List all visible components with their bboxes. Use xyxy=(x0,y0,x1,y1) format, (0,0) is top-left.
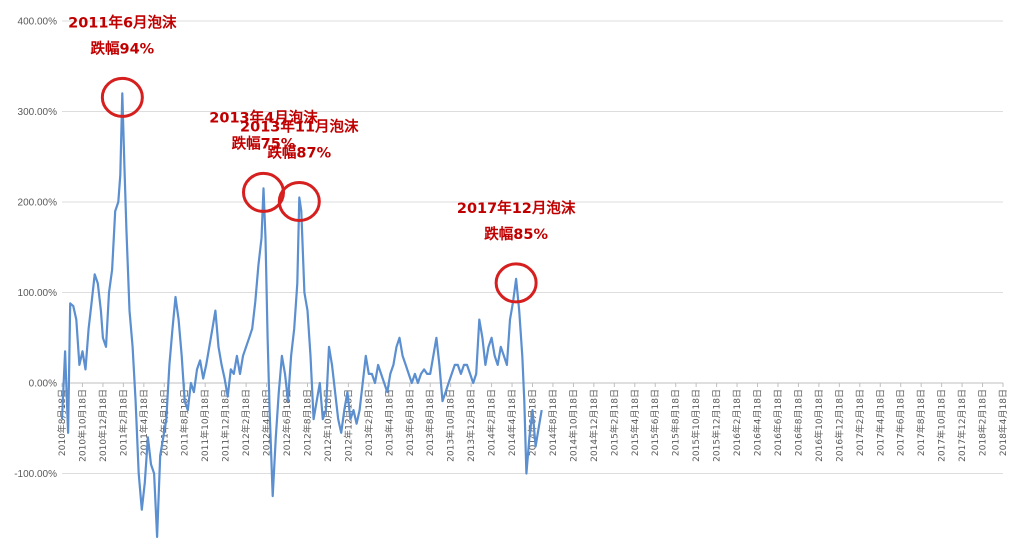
x-tick-label: 2013年8月18日 xyxy=(424,389,436,456)
x-tick-label: 2013年4月18日 xyxy=(383,389,395,456)
y-tick-label: 300.00% xyxy=(18,107,58,118)
x-tick-label: 2012年8月18日 xyxy=(301,389,313,456)
x-tick-label: 2014年10月18日 xyxy=(567,389,579,462)
x-tick-label: 2017年6月18日 xyxy=(895,389,907,456)
x-tick-label: 2010年12月18日 xyxy=(97,389,109,462)
x-tick-label: 2015年8月18日 xyxy=(670,389,682,456)
x-tick-label: 2017年2月18日 xyxy=(854,389,866,456)
series-line xyxy=(60,92,543,538)
y-tick-label: 200.00% xyxy=(18,198,58,209)
x-tick-label: 2015年10月18日 xyxy=(690,389,702,462)
x-tick-label: 2012年10月18日 xyxy=(322,389,334,462)
x-tick-label: 2014年8月18日 xyxy=(547,389,559,456)
y-tick-label: 100.00% xyxy=(18,288,58,299)
x-tick-label: 2017年12月18日 xyxy=(956,389,968,462)
peak-circle xyxy=(241,171,285,213)
x-tick-label: 2016年8月18日 xyxy=(792,389,804,456)
x-tick-label: 2010年10月18日 xyxy=(76,389,88,462)
x-tick-label: 2013年6月18日 xyxy=(404,389,416,456)
x-tick-label: 2013年10月18日 xyxy=(445,389,457,462)
peak-annotation-text: 2011年6月泡沫 xyxy=(68,13,177,31)
peak-annotation-text: 跌幅94% xyxy=(90,39,154,57)
y-tick-label: -100.00% xyxy=(14,469,57,480)
x-tick-label: 2017年8月18日 xyxy=(915,389,927,456)
x-tick-label: 2014年4月18日 xyxy=(506,389,518,456)
peak-annotation-text: 跌幅87% xyxy=(267,143,331,161)
peak-annotation-text: 跌幅85% xyxy=(484,225,548,243)
peak-annotation-text: 2013年4月泡沫 xyxy=(209,108,318,126)
y-axis: -100.00% 0.00% 100.00% 200.00% 300.00% 400.00… xyxy=(14,17,57,481)
x-tick-label: 2016年6月18日 xyxy=(772,389,784,456)
x-tick-label: 2017年4月18日 xyxy=(874,389,886,456)
x-tick-label: 2011年10月18日 xyxy=(199,389,211,462)
x-tick-label: 2016年2月18日 xyxy=(731,389,743,456)
x-tick-label: 2016年10月18日 xyxy=(813,389,825,462)
x-tick-label: 2015年4月18日 xyxy=(629,389,641,456)
x-tick-label: 2017年10月18日 xyxy=(936,389,948,462)
y-tick-label: 400.00% xyxy=(18,17,58,28)
peak-annotation-text: 2013年11月泡沫 xyxy=(240,117,359,135)
x-tick-label: 2011年2月18日 xyxy=(117,389,129,456)
x-tick-label: 2018年4月18日 xyxy=(997,389,1009,456)
x-tick-label: 2013年12月18日 xyxy=(465,389,477,462)
x-tick-label: 2016年12月18日 xyxy=(833,389,845,462)
x-tick-label: 2012年6月18日 xyxy=(281,389,293,456)
x-tick-label: 2015年6月18日 xyxy=(649,389,661,456)
x-tick-label: 2018年2月18日 xyxy=(977,389,989,456)
x-tick-label: 2012年2月18日 xyxy=(240,389,252,456)
peak-circle xyxy=(494,262,538,304)
x-tick-label: 2014年2月18日 xyxy=(486,389,498,456)
x-tick-label: 2014年12月18日 xyxy=(588,389,600,462)
x-tick-label: 2015年2月18日 xyxy=(608,389,620,456)
x-axis: 2010年8月18日 2010年10月18日 2010年12月18日 2011年2月1… xyxy=(56,383,1009,462)
peak-circle xyxy=(277,180,321,222)
annotations: 2011年6月泡沫跌幅94%2013年4月泡沫跌幅75%2013年11月泡沫跌幅… xyxy=(68,13,576,304)
peak-circle xyxy=(100,76,144,118)
peak-annotation-text: 2017年12月泡沫 xyxy=(457,199,576,217)
x-tick-label: 2010年8月18日 xyxy=(56,389,68,456)
peak-annotation-text: 跌幅75% xyxy=(232,134,296,152)
y-tick-label: 0.00% xyxy=(29,379,57,390)
x-tick-label: 2016年4月18日 xyxy=(752,389,764,456)
x-tick-label: 2011年12月18日 xyxy=(220,389,232,462)
x-tick-label: 2015年12月18日 xyxy=(711,389,723,462)
series-group xyxy=(60,92,543,538)
x-tick-label: 2013年2月18日 xyxy=(363,389,375,456)
